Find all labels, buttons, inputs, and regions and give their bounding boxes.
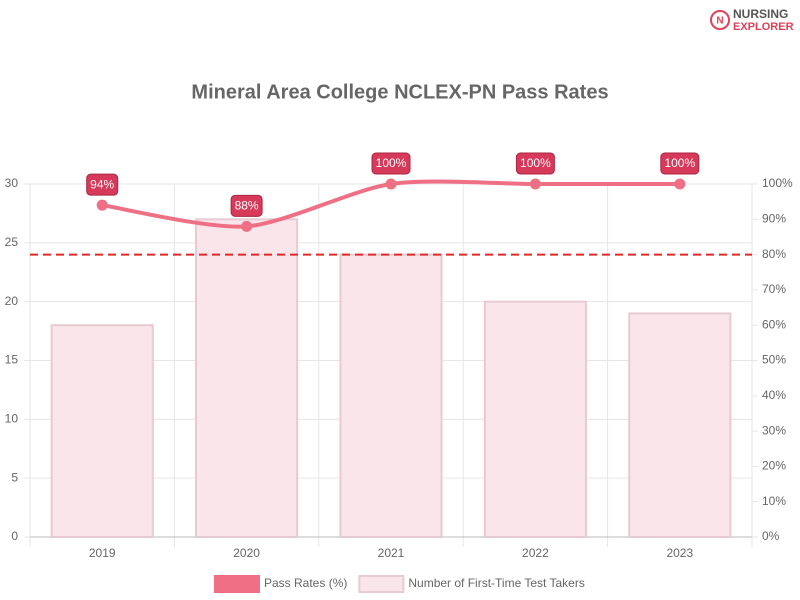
bar: [628, 312, 732, 538]
data-label-box: [371, 152, 411, 175]
x-tick-label: 2019: [89, 546, 116, 560]
x-tick-label: 2020: [233, 546, 260, 560]
y2-tick-label: 30%: [762, 423, 786, 437]
legend-swatch: [214, 575, 260, 593]
y-tick-label: 5: [11, 470, 18, 484]
y2-tick-label: 0%: [762, 529, 780, 543]
legend-swatch: [358, 575, 405, 593]
data-label-box: [660, 152, 700, 175]
y-tick-label: 0: [11, 529, 18, 543]
y2-tick-label: 10%: [762, 494, 786, 508]
y-tick-label: 10: [5, 412, 19, 426]
data-label: 100%: [376, 156, 407, 170]
logo-text: EXPLORER: [733, 21, 794, 33]
logo-icon: [710, 10, 730, 30]
line-point: [241, 220, 253, 232]
bar: [50, 324, 154, 539]
line-point: [385, 178, 397, 190]
data-label-box: [515, 152, 555, 175]
y2-tick-label: 90%: [762, 211, 786, 225]
bar: [483, 300, 587, 538]
y2-tick-label: 80%: [762, 247, 786, 261]
logo-icon-letter: N: [716, 16, 723, 27]
legend-label: Number of First-Time Test Takers: [408, 576, 584, 590]
logo: N NURSING EXPLORER: [710, 7, 794, 33]
x-tick-label: 2022: [522, 546, 549, 560]
x-tick-label: 2021: [378, 546, 405, 560]
y-tick-label: 30: [5, 176, 19, 190]
chart-title: Mineral Area College NCLEX-PN Pass Rates: [191, 81, 608, 103]
line-point: [674, 178, 686, 190]
y2-tick-label: 50%: [762, 353, 786, 367]
data-label-box: [230, 194, 263, 217]
data-label: 94%: [90, 177, 114, 191]
y-tick-label: 15: [5, 353, 19, 367]
bar: [339, 253, 443, 538]
data-label: 88%: [235, 199, 259, 213]
y2-tick-label: 20%: [762, 459, 786, 473]
y2-tick-label: 60%: [762, 317, 786, 331]
line-point: [96, 199, 108, 211]
y2-tick-label: 70%: [762, 282, 786, 296]
line-point: [529, 178, 541, 190]
y2-tick-label: 100%: [762, 176, 793, 190]
data-label: 100%: [520, 156, 551, 170]
y-tick-label: 25: [5, 235, 19, 249]
logo-text: NURSING: [733, 7, 788, 21]
bar: [195, 218, 299, 539]
legend-label: Pass Rates (%): [264, 576, 347, 590]
y2-tick-label: 40%: [762, 388, 786, 402]
data-label: 100%: [664, 156, 695, 170]
y-tick-label: 20: [5, 294, 19, 308]
data-label-box: [86, 173, 119, 196]
x-tick-label: 2023: [666, 546, 693, 560]
